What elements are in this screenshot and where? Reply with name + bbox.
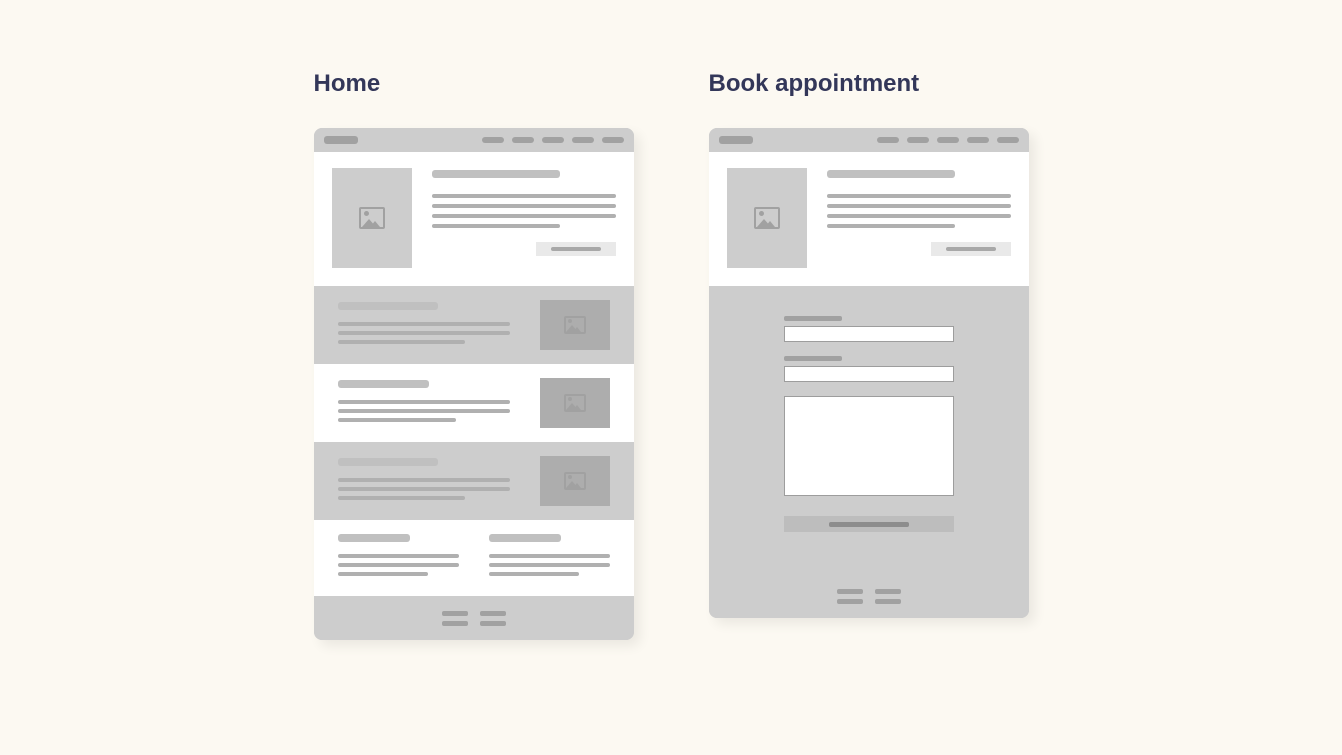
nav-link[interactable] (997, 137, 1019, 143)
hero-text (827, 168, 1011, 268)
cta-button[interactable] (931, 242, 1011, 256)
cta-button[interactable] (536, 242, 616, 256)
nav-link[interactable] (877, 137, 899, 143)
heading-bar (338, 380, 429, 388)
form-field (784, 356, 954, 382)
text-line (489, 554, 610, 558)
text-line (338, 322, 511, 326)
nav-link[interactable] (907, 137, 929, 143)
brand-pill (324, 136, 358, 144)
hero-text (432, 168, 616, 268)
footer-link[interactable] (442, 621, 468, 626)
text-line (827, 194, 1011, 198)
submit-button[interactable] (784, 516, 954, 532)
home-wireframe (314, 128, 634, 640)
row-image-placeholder (540, 300, 610, 350)
topbar (314, 128, 634, 152)
heading-bar (432, 170, 561, 178)
image-icon (564, 394, 586, 412)
text-line (338, 409, 511, 413)
textarea-input[interactable] (784, 396, 954, 496)
text-line (338, 554, 459, 558)
content-row (314, 364, 634, 442)
book-column: Book appointment (709, 70, 1029, 618)
text-line (432, 194, 616, 198)
nav-link[interactable] (967, 137, 989, 143)
nav-link[interactable] (937, 137, 959, 143)
text-line (338, 572, 429, 576)
text-line (827, 224, 956, 228)
text-line (432, 214, 616, 218)
row-image-placeholder (540, 456, 610, 506)
nav-link[interactable] (482, 137, 504, 143)
footer-link[interactable] (837, 599, 863, 604)
text-line (338, 331, 511, 335)
heading-bar (338, 302, 438, 310)
text-input[interactable] (784, 326, 954, 342)
column-right (489, 534, 610, 576)
home-title: Home (314, 70, 381, 98)
text-line (827, 204, 1011, 208)
image-icon (564, 472, 586, 490)
book-title: Book appointment (709, 70, 920, 98)
field-label (784, 316, 842, 321)
image-icon (754, 207, 780, 229)
two-column-row (314, 520, 634, 596)
text-line (338, 563, 459, 567)
form-panel (709, 286, 1029, 574)
heading-bar (827, 170, 956, 178)
content-row (314, 442, 634, 520)
content-row (314, 286, 634, 364)
footer-link[interactable] (837, 589, 863, 594)
text-line (338, 487, 511, 491)
home-column: Home (314, 70, 634, 640)
text-line (338, 418, 456, 422)
text-line (338, 496, 465, 500)
text-line (338, 400, 511, 404)
brand-pill (719, 136, 753, 144)
text-line (827, 214, 1011, 218)
image-icon (359, 207, 385, 229)
hero-section (709, 152, 1029, 286)
column-left (338, 534, 459, 576)
footer (709, 574, 1029, 618)
nav-link[interactable] (572, 137, 594, 143)
hero-section (314, 152, 634, 286)
text-line (489, 572, 580, 576)
text-line (489, 563, 610, 567)
footer-link[interactable] (442, 611, 468, 616)
nav-link[interactable] (602, 137, 624, 143)
nav-link[interactable] (542, 137, 564, 143)
nav-link[interactable] (512, 137, 534, 143)
footer-link[interactable] (480, 621, 506, 626)
hero-image-placeholder (727, 168, 807, 268)
book-wireframe (709, 128, 1029, 618)
form-field (784, 316, 954, 342)
footer-link[interactable] (480, 611, 506, 616)
heading-bar (338, 458, 438, 466)
footer-link[interactable] (875, 599, 901, 604)
image-icon (564, 316, 586, 334)
field-label (784, 356, 842, 361)
heading-bar (338, 534, 411, 542)
heading-bar (489, 534, 562, 542)
hero-image-placeholder (332, 168, 412, 268)
topbar (709, 128, 1029, 152)
text-input[interactable] (784, 366, 954, 382)
text-line (432, 204, 616, 208)
text-line (338, 340, 465, 344)
text-line (432, 224, 561, 228)
footer-link[interactable] (875, 589, 901, 594)
row-image-placeholder (540, 378, 610, 428)
footer (314, 596, 634, 640)
text-line (338, 478, 511, 482)
